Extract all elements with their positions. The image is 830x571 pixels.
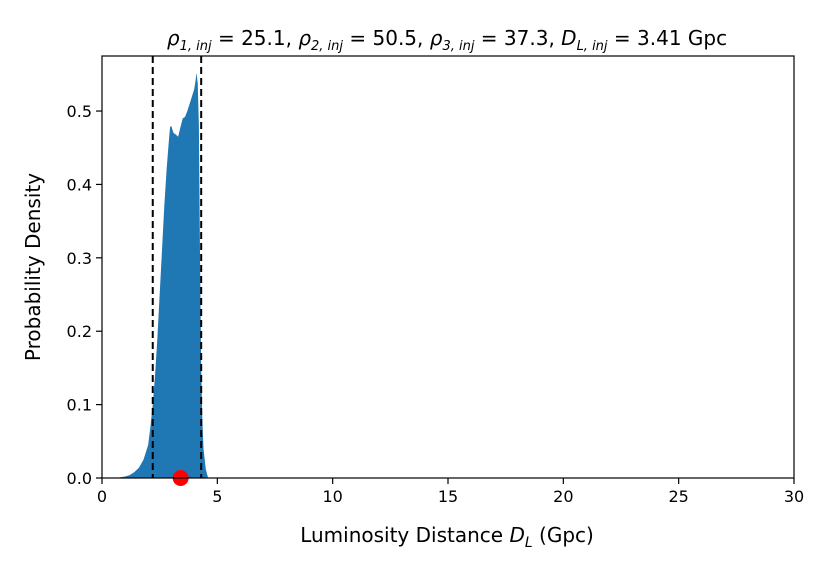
plot-area	[115, 56, 209, 486]
x-axis-ticks: 0 5 10 15 20 25 30	[97, 478, 804, 506]
y-tick-label: 0.5	[67, 102, 92, 121]
x-tick-label: 5	[212, 487, 222, 506]
y-tick-label: 0.2	[67, 322, 92, 341]
x-tick-label: 20	[553, 487, 573, 506]
y-axis-label: Probability Density	[21, 173, 45, 361]
y-tick-label: 0.3	[67, 249, 92, 268]
density-area	[115, 72, 209, 478]
x-tick-label: 30	[784, 487, 804, 506]
chart-title: ρ1, inj = 25.1, ρ2, inj = 50.5, ρ3, inj …	[167, 26, 727, 54]
axes-frame	[101, 55, 795, 479]
credible-interval-lines	[151, 56, 203, 478]
y-axis-ticks: 0.0 0.1 0.2 0.3 0.4 0.5	[67, 102, 102, 488]
x-tick-label: 10	[322, 487, 342, 506]
x-axis-label: Luminosity Distance DL (Gpc)	[300, 523, 594, 551]
x-tick-label: 25	[668, 487, 688, 506]
y-tick-label: 0.4	[67, 175, 92, 194]
y-tick-label: 0.1	[67, 396, 92, 415]
x-tick-label: 0	[97, 487, 107, 506]
y-tick-label: 0.0	[67, 469, 92, 488]
x-tick-label: 15	[438, 487, 458, 506]
